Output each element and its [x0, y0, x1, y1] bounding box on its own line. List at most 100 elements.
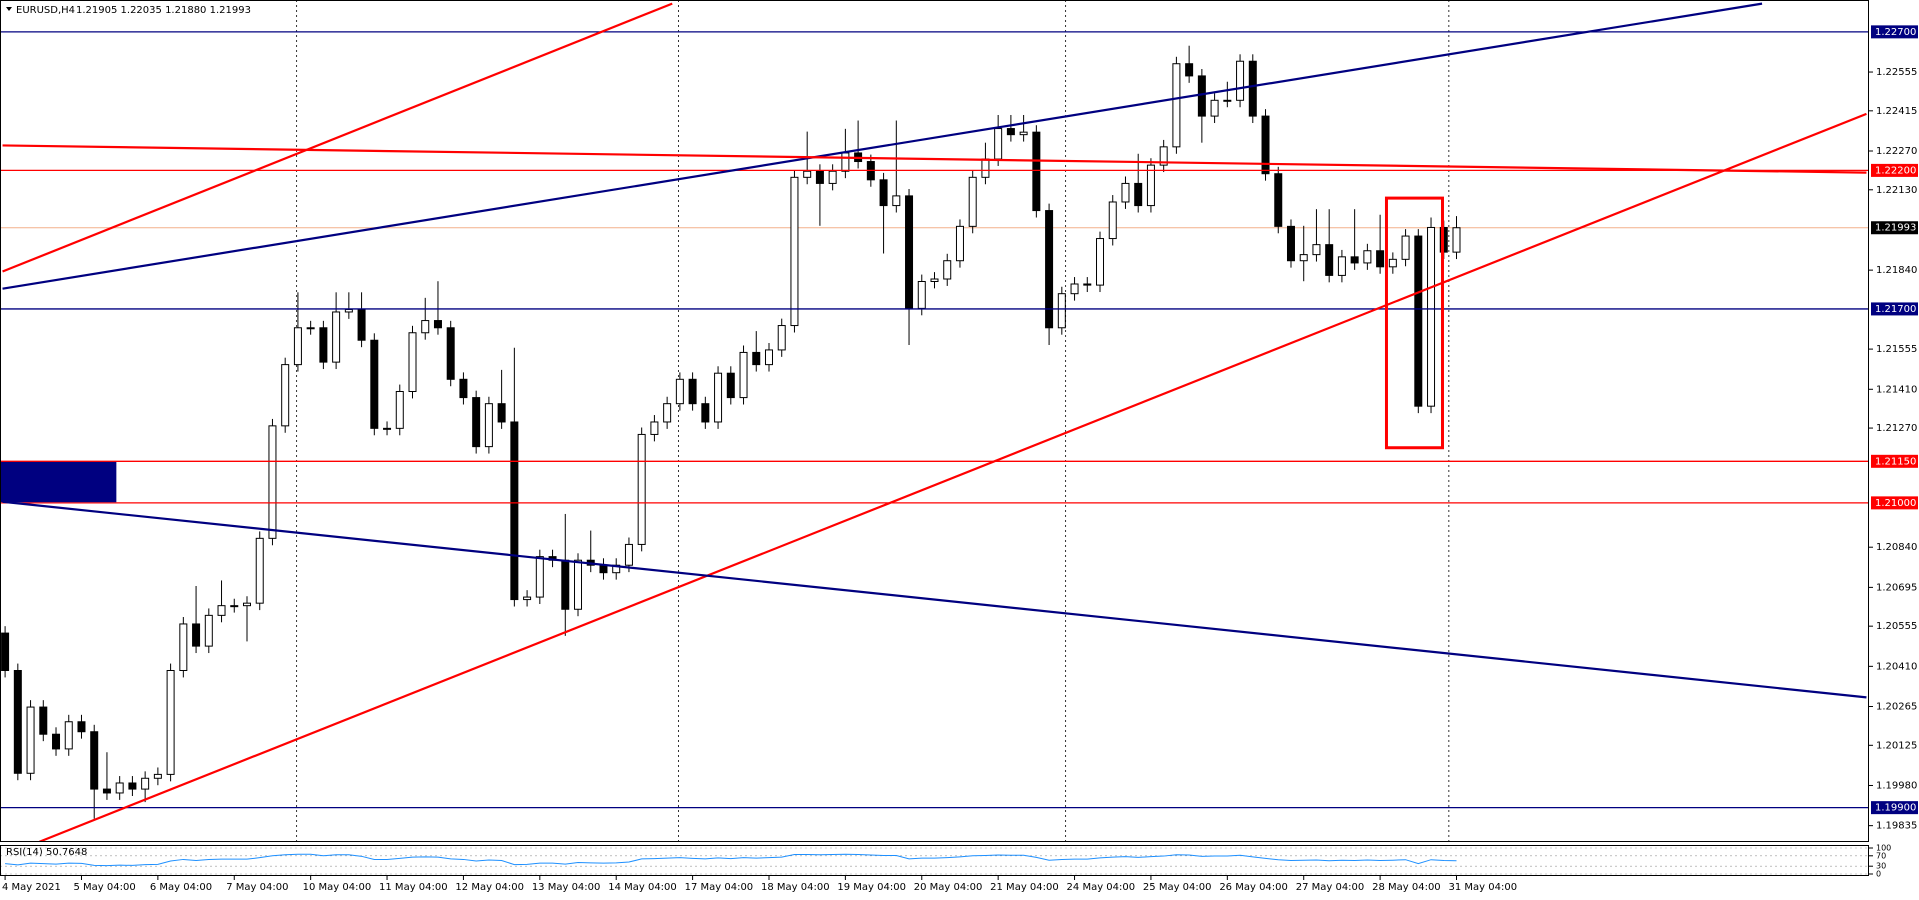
candle-body: [752, 351, 761, 366]
candle-body: [905, 195, 914, 309]
candle-body: [1376, 250, 1385, 268]
x-tick-label: 18 May 04:00: [761, 882, 830, 893]
candle-body: [268, 425, 277, 539]
candle-body: [1121, 182, 1130, 203]
candle-body: [90, 731, 99, 790]
candle-body: [306, 327, 315, 330]
trend-line: [2, 500, 1867, 699]
candle-body: [777, 325, 786, 351]
x-tick-label: 5 May 04:00: [73, 882, 135, 893]
candle-body: [803, 170, 812, 178]
rsi-y-tick-label: 0: [1876, 870, 1881, 879]
trend-line: [39, 112, 1867, 841]
candle-body: [484, 403, 493, 448]
y-tick-label: 1.20840: [1876, 542, 1917, 553]
candle-body: [1286, 225, 1295, 262]
candle-body: [166, 669, 175, 775]
y-tick-label: 1.20410: [1876, 661, 1917, 672]
x-tick-label: 4 May 2021: [2, 882, 61, 893]
y-tick-label: 1.21270: [1876, 423, 1917, 434]
candle-body: [1452, 227, 1461, 253]
candle-body: [892, 195, 901, 207]
main-plot-frame: [0, 0, 1869, 842]
y-tick-label: 1.22270: [1876, 146, 1917, 157]
candle-body: [637, 433, 646, 545]
candle-body: [370, 339, 379, 429]
level-price-tag: [1871, 496, 1918, 510]
candle-body: [523, 596, 532, 601]
candle-body: [1032, 131, 1041, 212]
candle-body: [1172, 63, 1181, 148]
candle-body: [535, 556, 544, 598]
candle-body: [472, 397, 481, 448]
candle-body: [1210, 99, 1219, 117]
x-tick-label: 28 May 04:00: [1372, 882, 1441, 893]
y-tick-label: 1.22415: [1876, 106, 1917, 117]
candle-body: [293, 327, 302, 366]
candle-body: [510, 421, 519, 601]
collapse-arrow[interactable]: [6, 7, 12, 11]
candle-body: [128, 782, 137, 790]
candle-body: [1274, 173, 1283, 227]
x-tick-label: 27 May 04:00: [1296, 882, 1365, 893]
candle-body: [497, 403, 506, 423]
chart-title: EURUSD,H4: [16, 5, 75, 16]
candle-body: [1159, 146, 1168, 166]
candle-body: [714, 372, 723, 423]
candle-body: [77, 721, 86, 733]
candle-body: [1388, 258, 1397, 268]
level-price-label: 1.21000: [1875, 498, 1916, 509]
x-tick-label: 6 May 04:00: [150, 882, 212, 893]
y-tick-label: 1.21840: [1876, 265, 1917, 276]
y-tick-label: 1.20555: [1876, 621, 1917, 632]
level-price-label: 1.21700: [1875, 304, 1916, 315]
x-tick-label: 21 May 04:00: [990, 882, 1059, 893]
zone-rectangle: [1384, 196, 1444, 450]
candle-body: [281, 364, 290, 427]
candle-body: [1350, 256, 1359, 264]
grid-layer: [296, 1, 1450, 841]
candle-body: [255, 537, 264, 604]
candle-body: [179, 623, 188, 671]
bid-price-tag: [1871, 221, 1918, 235]
candle-body: [930, 278, 939, 282]
rsi-title: RSI(14) 50.7648: [6, 847, 87, 858]
level-price-label: 1.22200: [1875, 165, 1916, 176]
trend-line: [2, 2, 673, 273]
candle-body: [1363, 250, 1372, 264]
candle-body: [1134, 182, 1143, 207]
rsi-y-tick-label: 100: [1876, 844, 1891, 853]
candle-body: [650, 421, 659, 435]
candle-body: [153, 773, 162, 779]
level-price-label: 1.21150: [1875, 456, 1916, 467]
candle-body: [675, 378, 684, 405]
candle-body: [955, 225, 964, 262]
candle-body: [395, 390, 404, 429]
candle-body: [1070, 283, 1079, 295]
candle-body: [26, 706, 35, 774]
candle-body: [815, 170, 824, 184]
candle-body: [217, 605, 226, 616]
candle-body: [39, 706, 48, 735]
y-tick-label: 1.19835: [1876, 821, 1917, 832]
x-tick-label: 26 May 04:00: [1219, 882, 1288, 893]
y-tick-label: 1.20265: [1876, 702, 1917, 713]
candle-body: [1414, 235, 1423, 407]
candle-body: [408, 332, 417, 392]
x-tick-label: 31 May 04:00: [1448, 882, 1517, 893]
y-tick-label: 1.22130: [1876, 185, 1917, 196]
y-tick-label: 1.20695: [1876, 582, 1917, 593]
ohlc-readout: 1.21905 1.22035 1.21880 1.21993: [76, 5, 251, 16]
candle-body: [624, 543, 633, 566]
x-tick-label: 20 May 04:00: [914, 882, 983, 893]
level-price-label: 1.22700: [1875, 27, 1916, 38]
candle-body: [688, 378, 697, 405]
candle-body: [726, 372, 735, 399]
candle-body: [459, 378, 468, 399]
candle-body: [1146, 164, 1155, 207]
candle-body: [1057, 293, 1066, 329]
plot-layer: [1, 2, 1868, 841]
candle-body: [790, 176, 799, 327]
